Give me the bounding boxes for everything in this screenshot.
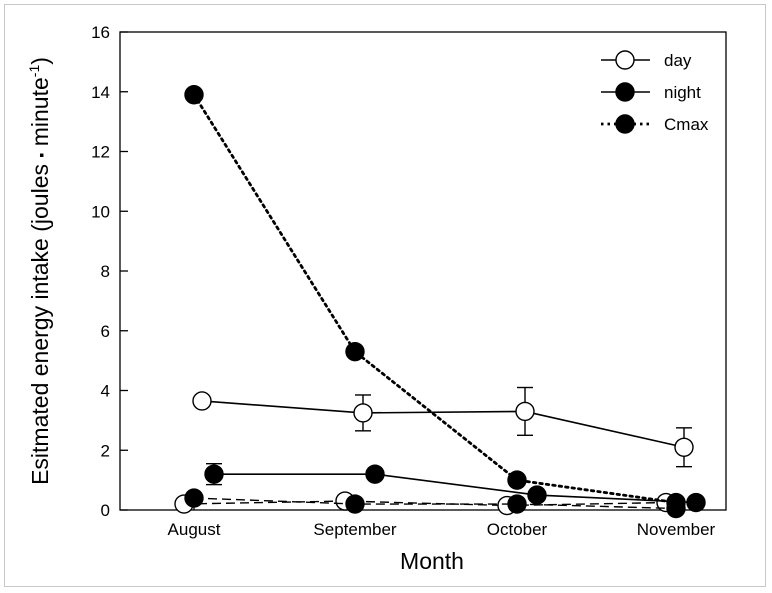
data-point	[507, 494, 527, 514]
data-point	[515, 401, 535, 422]
plot-area	[119, 31, 727, 511]
x-tick-label: September	[313, 520, 396, 539]
y-tick-label: 4	[101, 382, 110, 401]
legend-marker-day	[615, 50, 635, 70]
y-tick-label: 16	[91, 23, 110, 42]
legend-marker-night	[615, 82, 635, 102]
x-tick-label: October	[487, 520, 548, 539]
y-tick-label: 10	[91, 202, 110, 221]
legend-marker-cmax	[615, 114, 635, 134]
y-tick-label: 8	[101, 262, 110, 281]
data-point	[184, 85, 204, 105]
data-point	[686, 492, 706, 513]
x-axis: August September October November	[168, 502, 716, 539]
legend-label-day: day	[664, 51, 692, 70]
x-tick-label: November	[637, 520, 716, 539]
data-point	[365, 464, 385, 484]
data-point	[353, 403, 373, 423]
y-tick-label: 2	[101, 441, 110, 460]
series-line-4	[193, 497, 677, 510]
series-line-3	[183, 500, 667, 507]
data-point	[192, 391, 212, 411]
data-point	[345, 494, 365, 514]
chart-frame	[4, 4, 766, 587]
series-line-1	[214, 473, 697, 504]
legend-label-cmax: Cmax	[664, 115, 709, 134]
series-layer	[174, 85, 706, 519]
data-point	[184, 488, 204, 508]
y-tick-label: 12	[91, 143, 110, 162]
data-point	[345, 341, 365, 362]
y-tick-label: 6	[101, 322, 110, 341]
legend: day night Cmax	[601, 50, 709, 134]
data-point	[674, 437, 694, 457]
x-tick-label: August	[168, 520, 221, 539]
y-tick-label: 0	[101, 501, 110, 520]
y-tick-label: 14	[91, 83, 110, 102]
data-point	[507, 470, 527, 490]
y-axis-title: Esitmated energy intake (joules ▪ minute…	[26, 57, 53, 485]
legend-label-night: night	[664, 83, 701, 102]
series-line-2	[192, 93, 678, 504]
data-point	[527, 485, 547, 505]
data-point	[204, 464, 224, 484]
y-axis: 0 2 4 6 8 10 12 14 16	[91, 23, 128, 520]
x-axis-title: Month	[400, 548, 464, 574]
series-line-0	[201, 400, 685, 449]
